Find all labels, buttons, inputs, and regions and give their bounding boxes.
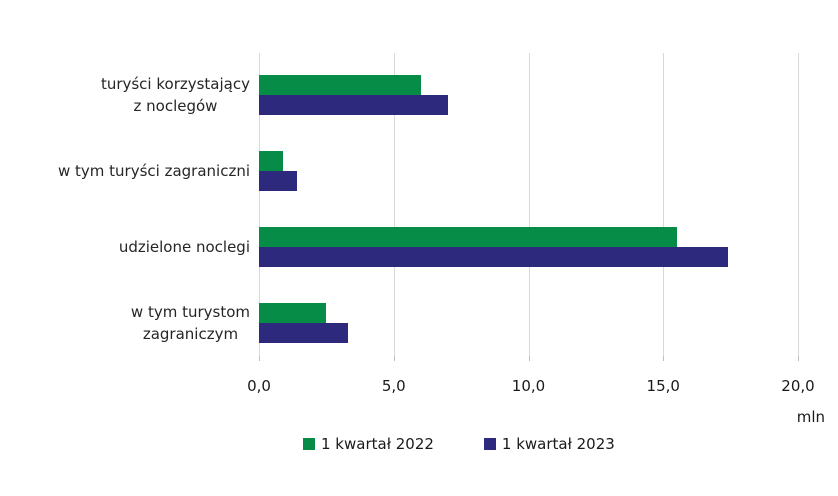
gridline-15,0 bbox=[663, 53, 665, 356]
bar-1-kwartał-2022-cat0 bbox=[259, 75, 421, 95]
x-tick-label-15,0: 15,0 bbox=[646, 377, 680, 395]
legend: 1 kwartał 2022 1 kwartał 2023 bbox=[303, 435, 615, 453]
category-label-line: w tym turyści zagraniczni bbox=[57, 162, 250, 180]
legend-swatch-2023 bbox=[483, 438, 496, 450]
bar-1-kwartał-2023-cat1 bbox=[259, 171, 297, 191]
category-label-2: udzielone noclegi bbox=[119, 236, 250, 258]
legend-item-2022: 1 kwartał 2022 bbox=[303, 435, 434, 453]
gridline-10,0 bbox=[528, 53, 530, 356]
category-label-line: udzielone noclegi bbox=[118, 238, 250, 256]
x-tick-label-20,0: 20,0 bbox=[781, 377, 815, 395]
x-tick-label-10,0: 10,0 bbox=[511, 377, 546, 395]
category-label-3: w tym turystom zagraniczym bbox=[131, 301, 250, 345]
x-tick-label-0,0: 0,0 bbox=[247, 377, 271, 395]
bar-1-kwartał-2022-cat1 bbox=[259, 151, 284, 171]
category-label-0: turyści korzystający z noclegów bbox=[101, 73, 250, 117]
gridline-20,0 bbox=[798, 53, 799, 356]
bar-1-kwartał-2022-cat3 bbox=[259, 303, 327, 323]
category-label-line: w tym turystom bbox=[130, 303, 250, 321]
legend-label-2022: 1 kwartał 2022 bbox=[321, 435, 434, 453]
gridline-0,0 bbox=[259, 53, 260, 356]
bar-1-kwartał-2023-cat2 bbox=[259, 247, 728, 267]
category-label-line: z noclegów bbox=[133, 97, 218, 115]
bar-1-kwartał-2022-cat2 bbox=[259, 227, 677, 247]
axis-tick-0,0 bbox=[259, 356, 260, 361]
x-tick-label-5,0: 5,0 bbox=[381, 377, 406, 395]
axis-tick-5,0 bbox=[393, 356, 395, 361]
legend-label-2023: 1 kwartał 2023 bbox=[501, 435, 615, 453]
axis-unit-label: mln bbox=[796, 408, 825, 426]
legend-item-2023: 1 kwartał 2023 bbox=[483, 435, 615, 453]
bar-1-kwartał-2023-cat3 bbox=[259, 323, 348, 343]
gridline-5,0 bbox=[393, 53, 395, 356]
bar-1-kwartał-2023-cat0 bbox=[259, 95, 448, 115]
axis-tick-15,0 bbox=[663, 356, 665, 361]
axis-tick-10,0 bbox=[528, 356, 530, 361]
axis-tick-20,0 bbox=[798, 356, 799, 361]
category-label-line: zagraniczym bbox=[142, 325, 239, 343]
legend-swatch-2022 bbox=[303, 438, 315, 450]
category-label-line: turyści korzystający bbox=[100, 75, 250, 93]
category-label-1: w tym turyści zagraniczni bbox=[58, 160, 250, 182]
